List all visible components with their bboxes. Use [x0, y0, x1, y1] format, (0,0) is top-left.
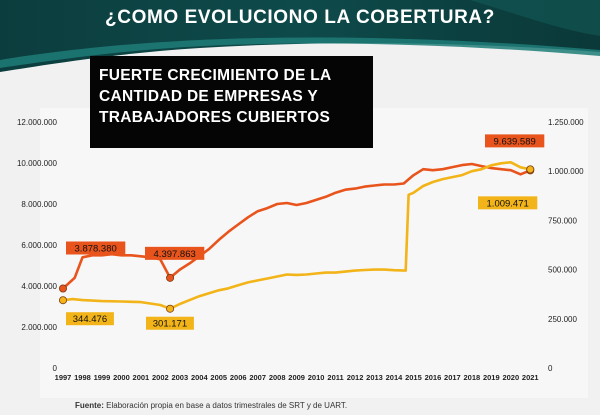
- callout-box: FUERTE CRECIMIENTO DE LA CANTIDAD DE EMP…: [90, 56, 373, 148]
- y-left-tick-label: 2.000.000: [21, 323, 57, 332]
- x-tick-label: 2018: [464, 373, 481, 382]
- y-left-tick-label: 4.000.000: [21, 282, 57, 291]
- x-tick-label: 2002: [152, 373, 169, 382]
- x-tick-label: 2003: [171, 373, 188, 382]
- x-tick-label: 1999: [94, 373, 111, 382]
- x-tick-label: 1997: [55, 373, 72, 382]
- source-text: Elaboración propia en base a datos trime…: [106, 401, 348, 410]
- data-label: 301.171: [153, 319, 187, 330]
- data-point-marker: [166, 273, 175, 282]
- x-tick-label: 2000: [113, 373, 130, 382]
- x-tick-label: 2012: [347, 373, 364, 382]
- y-right-tick-label: 750.000: [548, 216, 577, 225]
- data-label-box: [145, 246, 205, 260]
- source-note: Fuente: Elaboración propia en base a dat…: [75, 401, 347, 410]
- data-label: 344.476: [73, 314, 107, 325]
- data-point-marker: [526, 165, 535, 174]
- x-tick-label: 2007: [249, 373, 266, 382]
- x-tick-label: 2016: [425, 373, 442, 382]
- data-label: 9.639.589: [494, 136, 536, 147]
- x-tick-label: 2001: [133, 373, 150, 382]
- data-label-box: [478, 196, 538, 210]
- y-left-tick-label: 8.000.000: [21, 200, 57, 209]
- x-tick-label: 2004: [191, 373, 209, 382]
- x-tick-label: 2008: [269, 373, 286, 382]
- y-left-tick-label: 10.000.000: [17, 159, 58, 168]
- data-label-box: [66, 241, 126, 255]
- y-right-tick-label: 0: [548, 364, 553, 373]
- callout-line-3: TRABAJADORES CUBIERTOS: [99, 109, 331, 126]
- x-tick-label: 2010: [308, 373, 325, 382]
- data-label: 1.009.471: [487, 198, 529, 209]
- x-tick-label: 2006: [230, 373, 247, 382]
- x-tick-label: 2015: [405, 373, 422, 382]
- data-point-marker: [166, 304, 175, 313]
- x-tick-label: 1998: [74, 373, 91, 382]
- data-label-box: [485, 134, 545, 148]
- y-left-tick-label: 12.000.000: [17, 118, 58, 127]
- source-label: Fuente:: [75, 401, 104, 410]
- data-label: 3.878.380: [75, 243, 117, 254]
- callout-line-2: CANTIDAD DE EMPRESAS Y: [99, 88, 319, 105]
- chart-panel: [40, 108, 588, 398]
- x-tick-label: 2017: [444, 373, 461, 382]
- data-label-box: [66, 312, 114, 326]
- y-right-tick-label: 250.000: [548, 315, 577, 324]
- x-tick-label: 2019: [483, 373, 500, 382]
- data-point-marker: [59, 284, 68, 293]
- series-line: [62, 162, 531, 290]
- callout-line-1: FUERTE CRECIMIENTO DE LA: [99, 67, 332, 84]
- data-point-marker: [59, 296, 68, 305]
- page-title: ¿COMO EVOLUCIONO LA COBERTURA?: [105, 7, 495, 28]
- x-tick-label: 2014: [386, 373, 404, 382]
- x-tick-label: 2009: [288, 373, 305, 382]
- data-label-box: [146, 316, 194, 330]
- x-tick-label: 2020: [502, 373, 519, 382]
- y-left-tick-label: 6.000.000: [21, 241, 57, 250]
- y-right-tick-label: 500.000: [548, 266, 577, 275]
- x-tick-label: 2013: [366, 373, 383, 382]
- x-tick-label: 2011: [327, 373, 343, 382]
- y-left-tick-label: 0: [53, 364, 58, 373]
- data-label: 4.397.863: [154, 249, 196, 260]
- series-line: [62, 161, 531, 310]
- y-right-tick-label: 1.000.000: [548, 167, 584, 176]
- x-tick-label: 2005: [210, 373, 227, 382]
- x-tick-label: 2021: [522, 373, 539, 382]
- y-right-tick-label: 1.250.000: [548, 118, 584, 127]
